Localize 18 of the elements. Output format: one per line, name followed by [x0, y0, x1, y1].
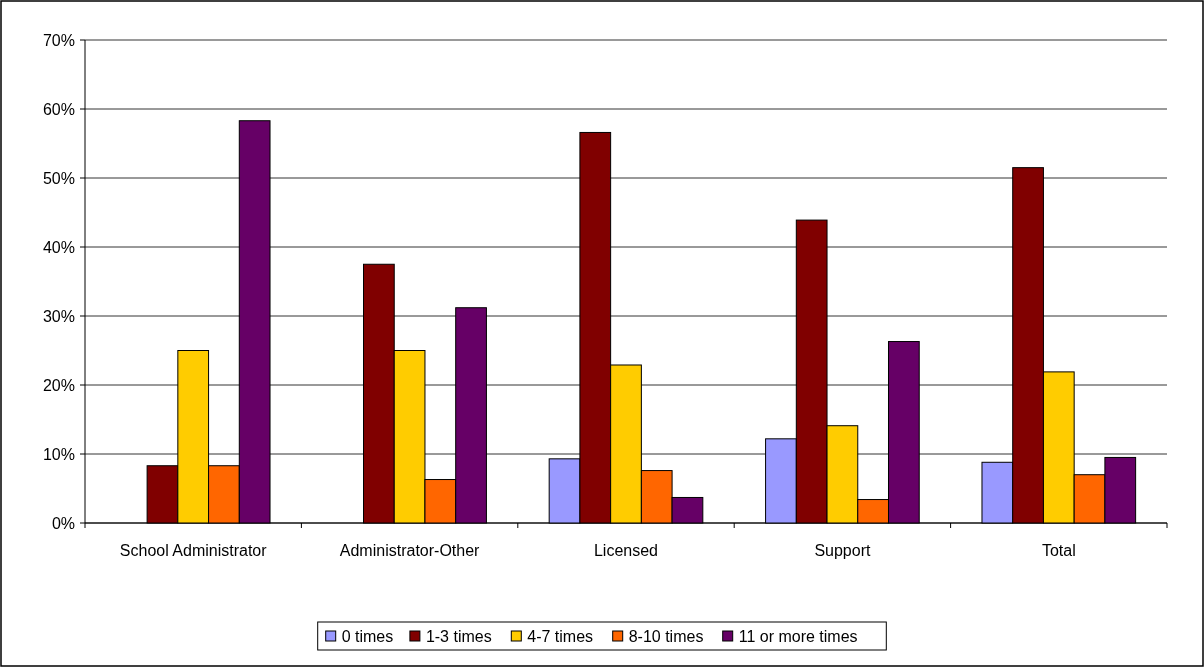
y-tick-label: 20% — [42, 376, 75, 394]
legend-label: 8-10 times — [628, 627, 704, 645]
x-tick-label: Administrator-Other — [339, 542, 481, 559]
x-tick-label: Support — [814, 542, 871, 559]
y-tick-label: 0% — [51, 514, 75, 532]
x-tick-label: Licensed — [593, 542, 659, 559]
x-tick-label: Total — [1041, 542, 1076, 559]
legend-label: 1-3 times — [425, 627, 492, 645]
y-tick-label: 10% — [42, 445, 75, 463]
legend-label: 11 or more times — [738, 627, 858, 645]
legend-label: 0 times — [341, 627, 394, 645]
y-tick-label: 50% — [42, 169, 75, 187]
y-tick-label: 40% — [42, 238, 75, 256]
y-tick-label: 30% — [42, 307, 75, 325]
x-tick-label: School Administrator — [119, 542, 268, 559]
y-tick-label: 60% — [42, 100, 75, 118]
legend-label: 4-7 times — [527, 627, 594, 645]
y-tick-label: 70% — [42, 31, 75, 49]
